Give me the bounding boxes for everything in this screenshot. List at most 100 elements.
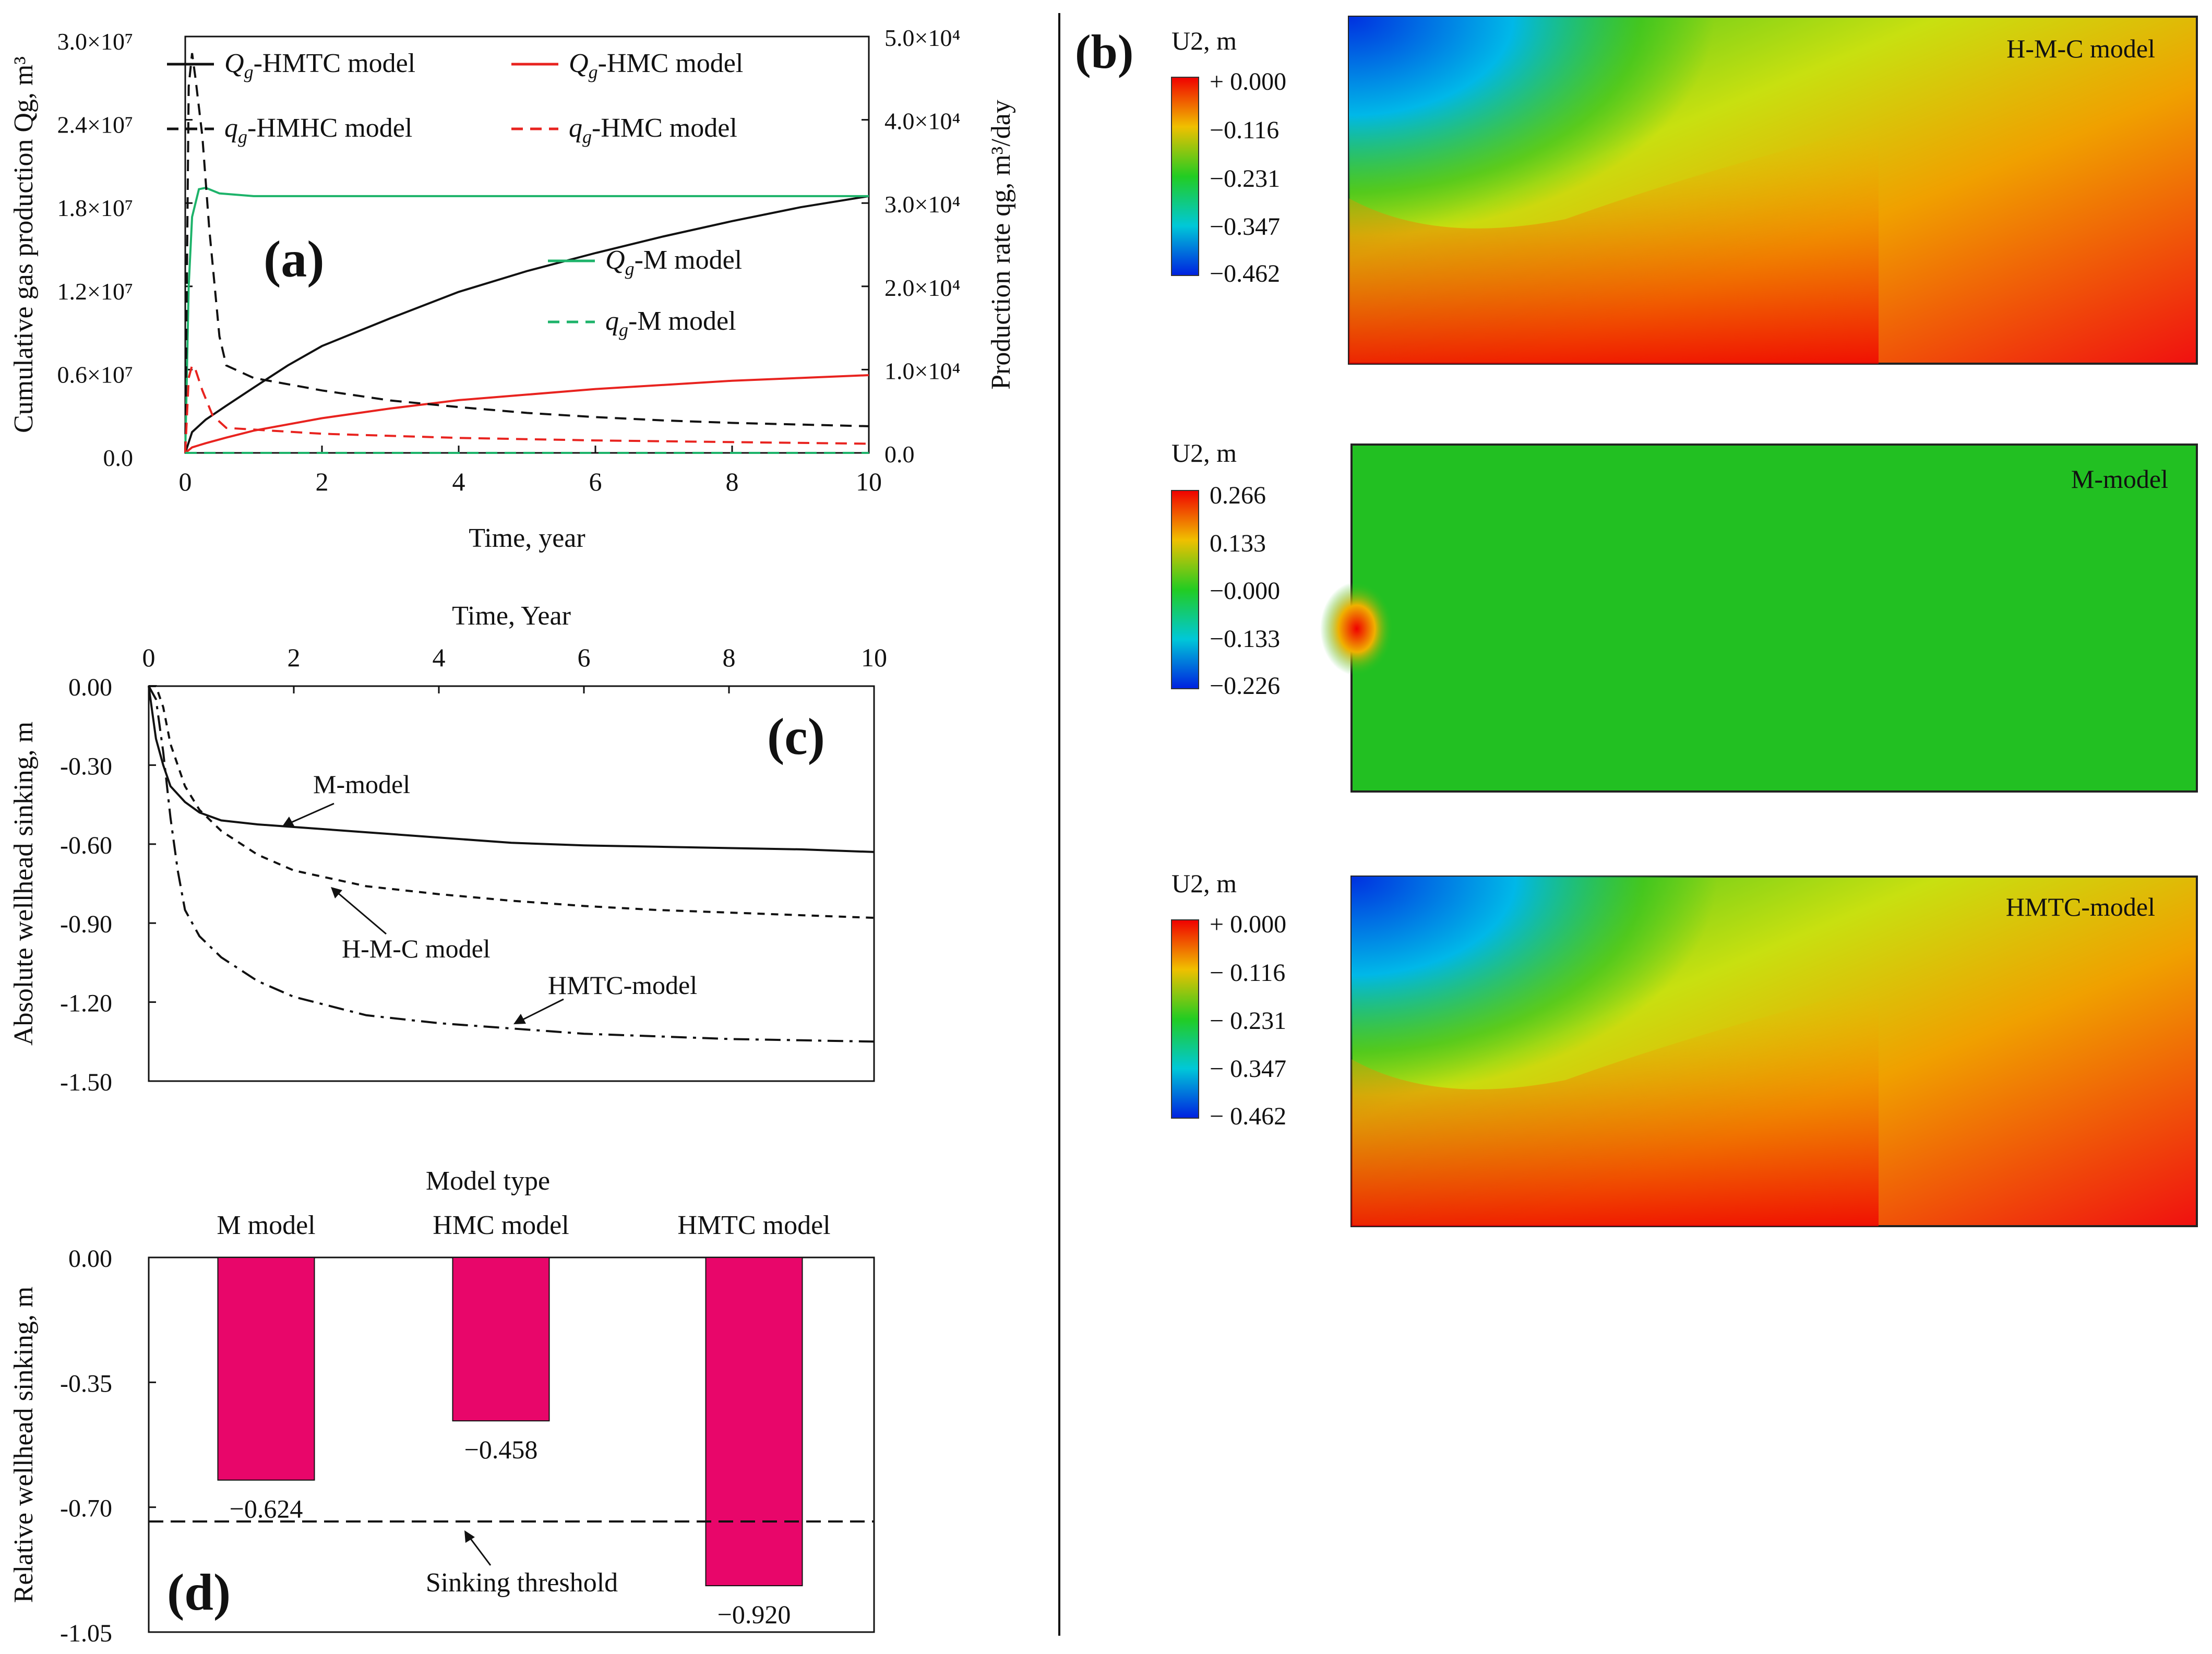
plot-c-frame: [148, 685, 875, 1082]
plot-d-category-label: HMTC model: [677, 1210, 830, 1240]
plot-a-xtick-label: 2: [316, 467, 329, 496]
panel-b-label: (b): [1075, 25, 1133, 78]
plot-d-ytick-label: -1.05: [60, 1620, 112, 1647]
plot-a-legend-label: qg-HMHC model: [224, 113, 412, 147]
plot-d-value-label: −0.920: [718, 1600, 791, 1629]
plot-c-annotation-hmtc: HMTC-model: [548, 970, 697, 1000]
map-2-scale-1: 0.133: [1210, 530, 1266, 557]
plot-c-series-2: [148, 686, 875, 1043]
plot-c-xtick-label: 4: [433, 643, 446, 672]
plot-a-ylabel-left: Cumulative gas production Qg, m³: [9, 56, 39, 433]
plot-c-xtick-label: 8: [723, 643, 736, 672]
plot-c-ylabel: Absolute wellhead sinking, m: [9, 722, 39, 1046]
plot-a-xtick-label: 6: [589, 467, 602, 496]
map-1-scale-2: −0.231: [1210, 165, 1280, 193]
plot-c-arrow-hmc: [333, 889, 387, 935]
plot-d-category-label: M model: [217, 1210, 315, 1240]
plot-d-category-label: HMC model: [433, 1210, 569, 1240]
plot-a-legend-label: qg-HMC model: [569, 113, 737, 147]
contour-map-m: U2, m 0.266 0.133 −0.000 −0.133 −0.226 M…: [1171, 438, 2198, 793]
plot-a-series-2: [184, 186, 869, 453]
plot-c-ytick-label: -0.90: [60, 910, 112, 938]
map-3-scale-0: + 0.000: [1210, 910, 1286, 938]
plot-c-panel-label: (c): [767, 708, 825, 765]
plot-d-threshold-label: Sinking threshold: [426, 1568, 618, 1598]
plot-a-xtick-label: 10: [856, 467, 882, 496]
plot-c-ytick-label: -0.30: [60, 752, 112, 780]
plot-c-ytick-label: 0.00: [68, 674, 112, 701]
plot-a-ytick-right-label: 2.0×10⁴: [884, 274, 960, 301]
plot-c-annotation-hmc: H-M-C model: [342, 934, 491, 963]
plot-d-ytick-label: -0.35: [60, 1370, 112, 1397]
plot-c-series-1: [149, 685, 875, 919]
plot-a-ylabel-right: Production rate qg, m³/day: [986, 100, 1016, 390]
map-2-unit: U2, m: [1171, 438, 1237, 468]
plot-c-arrow-m: [284, 802, 334, 826]
plot-a-ytick-left-label: 0.0: [103, 445, 134, 471]
plot-a-xtick-label: 0: [179, 467, 192, 496]
plot-c-ytick-label: -1.20: [60, 990, 112, 1017]
map-3-scale-1: − 0.116: [1210, 959, 1285, 987]
plot-a-ytick-right-label: 4.0×10⁴: [884, 108, 960, 135]
plot-a-ytick-left-label: 3.0×10⁷: [57, 28, 133, 55]
panel-c: 0 2 4 6 8 10 Time, Year 0.00 -0.30 -0.60 -0.90 -1.2…: [9, 601, 887, 1096]
map-1-scale-3: −0.347: [1210, 213, 1280, 241]
map-2-scale-3: −0.133: [1210, 625, 1280, 653]
plot-a-xlabel: Time, year: [469, 523, 585, 553]
plot-c-arrowhead-hmc: [331, 887, 342, 898]
plot-c-ytick-label: -1.50: [60, 1069, 112, 1096]
panel-b: (b) U2, m + 0.000 −0.116 −0.231 −0.347 −…: [1075, 16, 2198, 1227]
plot-a-ytick-left-label: 1.2×10⁷: [57, 278, 133, 305]
plot-d-value-label: −0.624: [230, 1494, 303, 1524]
map-3-scale-3: − 0.347: [1210, 1055, 1286, 1083]
map-2-title: M-model: [2071, 464, 2168, 494]
plot-c-xtick-label: 0: [142, 643, 156, 672]
contour-map-hmtc: U2, m + 0.000 − 0.116 − 0.231 − 0.347 − …: [1171, 869, 2198, 1227]
plot-a-series-4: [184, 363, 869, 453]
plot-d-value-label: −0.458: [464, 1435, 538, 1464]
plot-c-xtick-label: 10: [861, 643, 887, 672]
map-3-unit: U2, m: [1171, 869, 1237, 898]
map-2-field: [1350, 444, 2198, 793]
plot-d-bar: [705, 1257, 803, 1587]
plot-a-xtick-label: 8: [726, 467, 739, 496]
plot-a-ytick-right-label: 1.0×10⁴: [884, 357, 960, 384]
plot-d-panel-label: (d): [167, 1563, 231, 1621]
plot-c-xlabel: Time, Year: [452, 601, 571, 631]
plot-d-ylabel: Relative wellhead sinking, m: [9, 1287, 39, 1603]
plot-c-arrow-hmtc: [516, 998, 564, 1024]
plot-d-ytick-label: -0.70: [60, 1495, 112, 1523]
plot-a-series-1: [184, 374, 869, 454]
map-1-unit: U2, m: [1171, 26, 1237, 55]
plot-a-ytick-right-label: 0.0: [884, 441, 915, 468]
plot-a-xtick-label: 4: [452, 467, 465, 496]
plot-c-annotation-m: M-model: [313, 770, 410, 799]
plot-a-legend-label: qg-M model: [605, 306, 736, 340]
map-1-scale-4: −0.462: [1210, 260, 1280, 287]
plot-d-ytick-label: 0.00: [68, 1245, 112, 1273]
map-3-scale-4: − 0.462: [1210, 1102, 1286, 1130]
map-1-title: H-M-C model: [2006, 34, 2155, 63]
plot-a-series-3: [184, 53, 869, 453]
plot-c-arrowhead-m: [282, 817, 294, 827]
plot-a-legend-label: Qg-M model: [605, 245, 742, 279]
panel-d: 0.00 -0.35 -0.70 -1.05 Relative wellhead sin…: [9, 1166, 875, 1647]
plot-c-ytick-label: -0.60: [60, 832, 112, 859]
plot-a-ytick-right-label: 5.0×10⁴: [884, 25, 960, 51]
contour-map-hmc: U2, m + 0.000 −0.116 −0.231 −0.347 −0.46…: [1171, 16, 2198, 365]
plot-a-ytick-left-label: 1.8×10⁷: [57, 195, 133, 221]
plot-c-series-0: [148, 686, 875, 853]
plot-a-ytick-left-label: 0.6×10⁷: [57, 361, 133, 388]
map-1-scale-1: −0.116: [1210, 116, 1279, 144]
map-2-scale-4: −0.226: [1210, 672, 1280, 700]
plot-c-xtick-label: 2: [288, 643, 301, 672]
plot-d-bar: [452, 1257, 550, 1422]
map-3-title: HMTC-model: [2006, 892, 2155, 921]
map-1-colorbar: [1171, 77, 1199, 276]
plot-a-legend-label: Qg-HMTC model: [224, 49, 415, 82]
map-3-scale-2: − 0.231: [1210, 1007, 1286, 1035]
panel-a: 0 2 4 6 8 10 Time, year 0.0 0.6×10⁷ 1.2×10⁷ 1.8×10…: [9, 25, 1016, 553]
plot-c-arrowhead-hmtc: [513, 1014, 526, 1024]
map-1-scale-0: + 0.000: [1210, 68, 1286, 95]
